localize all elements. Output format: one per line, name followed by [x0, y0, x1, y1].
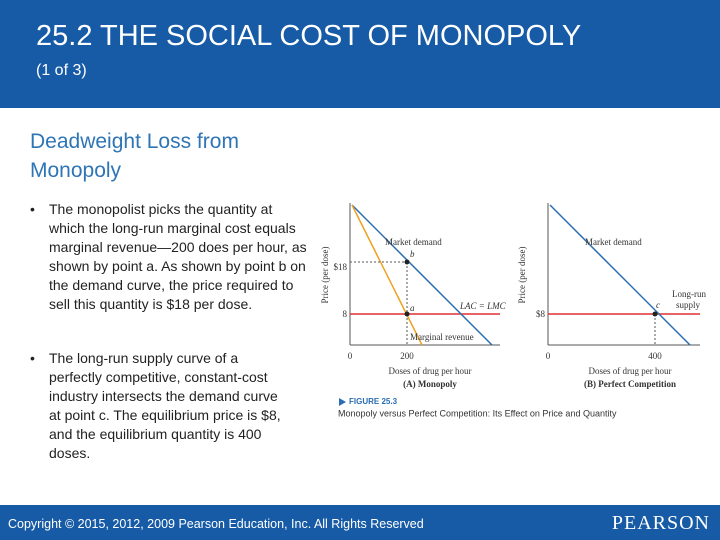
curve-label: Long-run: [672, 289, 706, 299]
slide-subtitle: (1 of 3): [36, 62, 87, 79]
curve-label: Market demand: [385, 237, 442, 247]
tick-label: 200: [400, 351, 414, 361]
slide-title: 25.2 THE SOCIAL COST OF MONOPOLY: [36, 20, 582, 52]
point: [652, 311, 658, 317]
tick-label: $8: [536, 309, 546, 319]
heading-line: Deadweight Loss from: [30, 130, 239, 153]
tick-label: 8: [343, 309, 348, 319]
axis-label: Price (per dose): [517, 247, 527, 304]
caption-marker: [339, 398, 346, 406]
bullet-text: The long-run supply curve of a perfectly…: [49, 350, 281, 461]
curve-label: Marginal revenue: [410, 332, 474, 342]
tick-label: $18: [334, 262, 348, 272]
tick-label: 0: [348, 351, 353, 361]
curve-label: Market demand: [585, 237, 642, 247]
mr-curve: [351, 204, 423, 346]
footer-band: Copyright © 2015, 2012, 2009 Pearson Edu…: [0, 505, 720, 540]
figure-caption: Monopoly versus Perfect Competition: Its…: [338, 408, 617, 418]
demand-curve: [549, 204, 691, 346]
tick-label: 400: [648, 351, 662, 361]
header-band: 25.2 THE SOCIAL COST OF MONOPOLY (1 of 3…: [0, 0, 720, 108]
point-label: b: [410, 249, 415, 259]
point: [404, 259, 410, 265]
tick-label: 0: [546, 351, 551, 361]
section-heading: Deadweight Loss from Monopoly: [30, 127, 239, 185]
axis-label: Doses of drug per hour: [589, 366, 672, 376]
heading-line: Monopoly: [30, 159, 122, 182]
point-label: a: [410, 303, 415, 313]
bullet-text: The monopolist picks the quantity at whi…: [49, 201, 307, 312]
demand-curve: [351, 204, 493, 346]
copyright: Copyright © 2015, 2012, 2009 Pearson Edu…: [8, 517, 424, 531]
figure-number: FIGURE 25.3: [349, 397, 398, 406]
panel-title: (B) Perfect Competition: [584, 379, 676, 389]
axis-label: Doses of drug per hour: [389, 366, 472, 376]
curve-label: LAC = LMC: [459, 301, 507, 311]
point-label: c: [656, 300, 660, 310]
bullet-dot: •: [30, 201, 35, 217]
point: [404, 311, 410, 317]
panel-title: (A) Monopoly: [403, 379, 457, 389]
logo: PEARSON: [611, 512, 710, 534]
bullet-dot: •: [30, 350, 35, 366]
curve-label: supply: [676, 300, 701, 310]
axis-label: Price (per dose): [320, 247, 330, 304]
